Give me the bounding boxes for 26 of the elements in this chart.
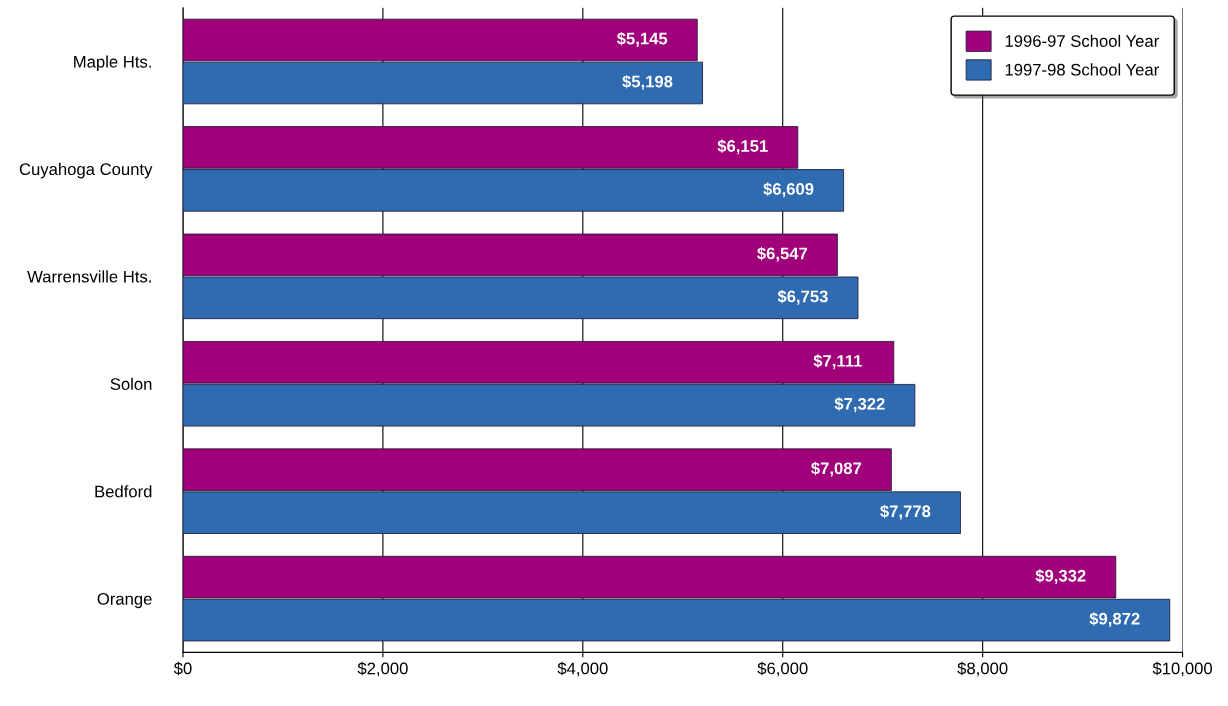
y-tick-label: Solon xyxy=(110,377,152,390)
data-label: $6,151 xyxy=(717,139,768,155)
data-label: $9,332 xyxy=(1035,569,1086,585)
legend-label: 1997-98 School Year xyxy=(1005,63,1159,76)
data-label: $9,872 xyxy=(1089,612,1140,628)
y-tick-label: Cuyahoga County xyxy=(19,162,153,179)
y-tick-label: Bedford xyxy=(95,485,152,498)
y-tick-label: Warrensville Hts. xyxy=(27,270,151,283)
x-tick-label: $2,000 xyxy=(357,661,408,677)
data-label: $5,198 xyxy=(622,74,673,90)
data-label: $6,753 xyxy=(777,289,828,305)
data-label: $7,087 xyxy=(811,461,862,477)
data-label: $6,609 xyxy=(763,182,814,198)
data-label: $7,778 xyxy=(880,504,931,520)
data-label: $5,145 xyxy=(616,31,668,47)
y-tick-label: Maple Hts. xyxy=(74,55,151,71)
x-tick-label: $8,000 xyxy=(957,661,1008,677)
legend-label: 1996-97 School Year xyxy=(1005,34,1159,47)
x-tick-label: $4,000 xyxy=(557,661,608,677)
data-label: $7,111 xyxy=(813,354,862,370)
y-tick-label: Orange xyxy=(97,593,152,609)
x-tick-label: $0 xyxy=(173,661,192,676)
x-tick-label: $10,000 xyxy=(1152,661,1213,677)
data-label: $7,322 xyxy=(834,397,885,413)
data-label: $6,547 xyxy=(757,246,808,262)
x-tick-label: $6,000 xyxy=(757,661,808,677)
